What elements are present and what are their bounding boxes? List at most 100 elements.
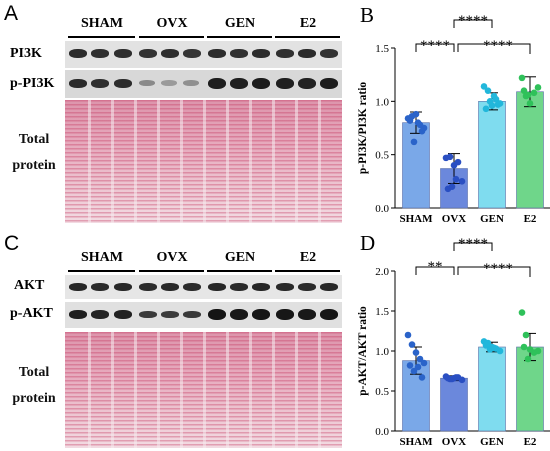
data-point xyxy=(480,83,488,90)
panel-letter-c: C xyxy=(4,232,20,255)
blot-band xyxy=(208,283,226,291)
data-point xyxy=(520,87,528,94)
blot-band xyxy=(91,283,109,291)
blot-band xyxy=(91,310,109,319)
blot-band xyxy=(183,311,201,318)
group-line xyxy=(139,270,204,272)
significance-label: **** xyxy=(420,38,450,54)
panel-letter-b: B xyxy=(360,3,374,27)
data-point xyxy=(494,101,502,108)
data-point xyxy=(418,127,426,135)
blot-band xyxy=(161,80,177,86)
group-line xyxy=(275,270,340,272)
blot-band xyxy=(252,309,270,320)
blot-band xyxy=(91,79,109,88)
group-label-ovx: OVX xyxy=(156,16,188,31)
significance-label: **** xyxy=(483,38,513,54)
blot-band xyxy=(69,49,87,58)
blot-strip-p-pi3k xyxy=(65,70,342,98)
total-protein-stain-c xyxy=(65,332,342,448)
group-line xyxy=(68,270,135,272)
blot-band xyxy=(69,79,87,88)
blot-band xyxy=(114,283,132,291)
y-tick-label: 0.0 xyxy=(375,203,389,215)
group-label-sham: SHAM xyxy=(81,250,123,265)
data-point xyxy=(410,138,418,146)
data-point xyxy=(408,341,416,348)
total-label-line1: Total xyxy=(18,365,50,380)
significance-bracket xyxy=(415,43,455,52)
lane-separator xyxy=(249,100,252,223)
group-label-gen: GEN xyxy=(224,250,256,265)
data-point xyxy=(452,175,460,183)
blot-band xyxy=(208,309,226,320)
y-tick-label: 1.5 xyxy=(375,43,389,55)
bar-sham xyxy=(402,122,430,209)
lane-separator xyxy=(134,332,137,448)
row-label-p-akt: p-AKT xyxy=(10,306,53,321)
significance-bracket xyxy=(415,266,455,275)
blot-band xyxy=(183,80,199,86)
data-point xyxy=(482,342,490,349)
blot-strip-p-akt xyxy=(65,302,342,328)
data-point xyxy=(490,92,498,100)
blot-band xyxy=(69,283,87,291)
data-point xyxy=(524,355,532,363)
blot-band xyxy=(230,78,248,89)
data-point xyxy=(418,374,426,381)
group-label-gen: GEN xyxy=(224,16,256,31)
lane-separator xyxy=(295,332,298,448)
group-line xyxy=(207,270,272,272)
significance-label: **** xyxy=(458,13,488,29)
row-label-p-pi3k: p-PI3K xyxy=(10,76,55,91)
blot-band xyxy=(320,78,338,89)
blot-band xyxy=(298,49,316,58)
data-point xyxy=(414,119,422,126)
data-point xyxy=(406,362,414,369)
data-point xyxy=(446,153,454,161)
significance-label: **** xyxy=(458,236,488,252)
x-tick-label: OVX xyxy=(442,213,467,225)
blot-band xyxy=(276,49,294,58)
blot-band xyxy=(208,49,226,58)
group-line xyxy=(207,36,272,38)
data-point xyxy=(420,359,428,367)
blot-band xyxy=(320,49,338,58)
group-label-e2: E2 xyxy=(299,16,317,31)
bar-gen xyxy=(478,101,506,209)
data-point xyxy=(534,347,542,355)
blot-band xyxy=(320,309,338,320)
significance-bracket xyxy=(453,19,493,28)
western-blot-a: SHAM OVX GEN E2 PI3K p-PI3K xyxy=(0,0,345,225)
data-point xyxy=(518,309,526,316)
blot-band xyxy=(139,49,157,58)
y-axis-label: p-AKT/AKT ratio xyxy=(357,306,369,396)
row-label-akt: AKT xyxy=(14,278,45,293)
x-tick-label: E2 xyxy=(524,213,537,225)
lane-separator xyxy=(226,332,229,448)
significance-bracket xyxy=(457,43,531,54)
blot-band xyxy=(276,78,294,89)
y-axis-label: p-PI3K/PI3K ratio xyxy=(357,82,369,175)
lane-separator xyxy=(226,100,229,223)
y-tick-label: 2.0 xyxy=(375,266,389,278)
data-point xyxy=(484,87,492,94)
data-point xyxy=(414,363,422,371)
blot-band xyxy=(114,310,132,319)
blot-band xyxy=(183,49,201,58)
blot-strip-akt xyxy=(65,275,342,299)
significance-label: **** xyxy=(483,261,513,277)
x-tick-label: GEN xyxy=(480,213,504,225)
lane-separator xyxy=(157,100,160,223)
lane-separator xyxy=(111,332,114,448)
data-point xyxy=(524,91,532,99)
data-point xyxy=(452,374,460,381)
y-tick-label: 0.5 xyxy=(375,386,389,398)
data-point xyxy=(458,376,466,384)
total-label-line2: protein xyxy=(12,391,56,406)
blot-band xyxy=(298,78,316,89)
x-tick-label: E2 xyxy=(524,436,537,448)
data-point xyxy=(534,84,542,91)
group-line xyxy=(275,36,340,38)
